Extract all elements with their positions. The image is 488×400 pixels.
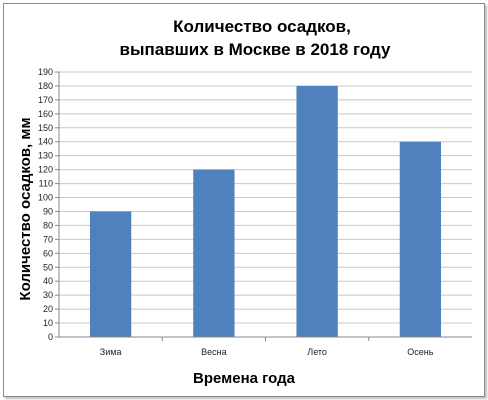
y-tick-label: 50 (43, 262, 53, 272)
bar-2 (296, 85, 338, 338)
y-tick-label: 190 (38, 67, 53, 77)
x-tick-label: Зима (100, 347, 122, 357)
y-tick-label: 160 (38, 109, 53, 119)
x-axis-title: Времена года (193, 370, 296, 387)
y-tick-label: 80 (43, 220, 53, 230)
bar-1 (193, 169, 235, 337)
y-tick-label: 150 (38, 123, 53, 133)
x-tick-label: Лето (307, 347, 327, 357)
y-tick-label: 40 (43, 276, 53, 286)
y-tick-label: 0 (48, 332, 53, 342)
bar-0 (89, 211, 132, 337)
y-tick-label: 10 (43, 318, 53, 328)
y-tick-label: 130 (38, 151, 53, 161)
y-tick-label: 90 (43, 206, 53, 216)
y-tick-label: 110 (39, 179, 53, 189)
bars (89, 85, 442, 338)
y-tick-label: 30 (43, 290, 53, 300)
y-tick-label: 20 (43, 304, 53, 314)
y-tick-label: 60 (43, 248, 53, 258)
y-tick-label: 70 (43, 234, 53, 244)
y-tick-label: 100 (38, 193, 53, 203)
y-axis-title: Количество осадков, мм (17, 117, 34, 300)
y-tick-label: 120 (38, 165, 53, 175)
category-labels: Зима Весна Лето Осень (100, 337, 434, 357)
bar-3 (399, 141, 442, 337)
chart-title: Количество осадков, (173, 17, 351, 36)
x-tick-label: Весна (201, 347, 226, 357)
y-tick-label: 180 (38, 81, 53, 91)
y-tick-label: 140 (38, 137, 53, 147)
y-tick-label: 170 (38, 95, 53, 105)
x-tick-label: Осень (407, 347, 433, 357)
chart-subtitle: выпавших в Москве в 2018 году (120, 40, 392, 59)
axes (58, 72, 472, 338)
y-tick-labels: 0 10 20 30 40 50 60 70 80 90 100 110 120 130 140 150 160… (38, 67, 59, 342)
